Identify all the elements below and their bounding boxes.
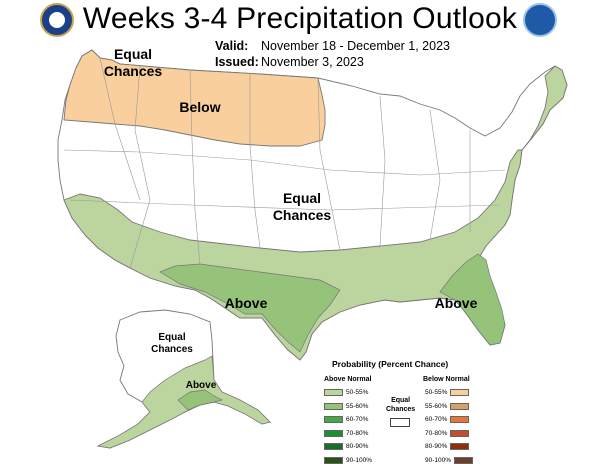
legend-below-row: 60-70% (425, 416, 470, 423)
label-alaska-equal-chances: Equal Chances (151, 332, 193, 355)
legend-below-swatch (450, 416, 470, 423)
legend-above-swatch (324, 429, 343, 437)
legend-above-label: 55-60% (346, 402, 369, 410)
legend-above-swatch (324, 443, 343, 450)
legend-above-row: 50-55% (324, 389, 368, 396)
legend-below-label: 90-100% (425, 456, 452, 464)
legend-below-label: 55-60% (425, 402, 448, 410)
legend-below-row: 70-80% (425, 429, 470, 437)
legend-above-label: 70-80% (346, 429, 369, 437)
legend-below-swatch (450, 402, 470, 410)
doc-seal-icon (40, 3, 74, 37)
legend-above-swatch (324, 402, 343, 410)
legend-above-row: 90-100% (324, 456, 373, 464)
legend-above-row: 60-70% (324, 416, 368, 423)
probability-legend: Probability (Percent Chance) Above Norma… (322, 359, 482, 464)
label-south-above: Above (224, 295, 268, 311)
legend-below-row: 80-90% (425, 443, 470, 450)
legend-above-swatch (324, 416, 343, 423)
map-title: Weeks 3-4 Precipitation Outlook (82, 2, 518, 35)
legend-above-row: 70-80% (324, 429, 369, 437)
legend-below-swatch (454, 456, 474, 464)
issued-date: November 3, 2023 (261, 55, 364, 69)
legend-below-label: 50-55% (425, 389, 448, 396)
below-normal-region (63, 49, 326, 147)
noaa-logo-icon (523, 3, 557, 37)
valid-label: Valid: (215, 39, 249, 53)
label-alaska-above: Above (185, 380, 217, 391)
valid-dates: November 18 - December 1, 2023 (261, 39, 450, 53)
label-north-below: Below (179, 99, 221, 115)
legend-above-label: 60-70% (346, 416, 369, 423)
label-center-equal-chances: Equal Chances (272, 190, 332, 223)
issued-label: Issued: (215, 55, 259, 69)
legend-below-swatch (450, 443, 470, 450)
legend-below-label: 80-90% (425, 443, 448, 450)
legend-title: Probability (Percent Chance) (332, 359, 449, 369)
legend-above-row: 55-60% (324, 402, 369, 410)
legend-below-row: 90-100% (425, 456, 474, 464)
above-normal-region-east (521, 65, 568, 151)
above-mid-region-gulf (159, 263, 341, 353)
label-southeast-above: Above (434, 295, 478, 311)
state-boundaries (63, 57, 506, 269)
legend-below-label: 70-80% (425, 429, 448, 437)
legend-above-header: Above Normal (324, 376, 372, 383)
legend-below-swatch (450, 389, 470, 396)
legend-above-label: 80-90% (346, 443, 369, 450)
valid-issued-info: Valid: November 18 - December 1, 2023 Iss… (215, 38, 450, 70)
legend-below-label: 60-70% (425, 416, 448, 423)
legend-above-swatch (324, 389, 343, 396)
legend-below-swatch (450, 429, 470, 437)
legend-above-row: 80-90% (324, 443, 368, 450)
legend-above-label: 90-100% (346, 456, 373, 464)
legend-equal-swatch (390, 418, 410, 427)
legend-above-label: 50-55% (346, 389, 369, 396)
legend-equal-chances: Equal Chances (386, 397, 416, 413)
alaska-above-mid (177, 389, 224, 411)
legend-above-swatch (324, 456, 343, 464)
label-nw-equal-chances: Equal Chances (103, 46, 163, 79)
legend-below-row: 55-60% (425, 402, 470, 410)
legend-below-row: 50-55% (425, 389, 470, 396)
legend-below-header: Below Normal (423, 376, 470, 383)
above-mid-region-southeast (439, 253, 506, 346)
